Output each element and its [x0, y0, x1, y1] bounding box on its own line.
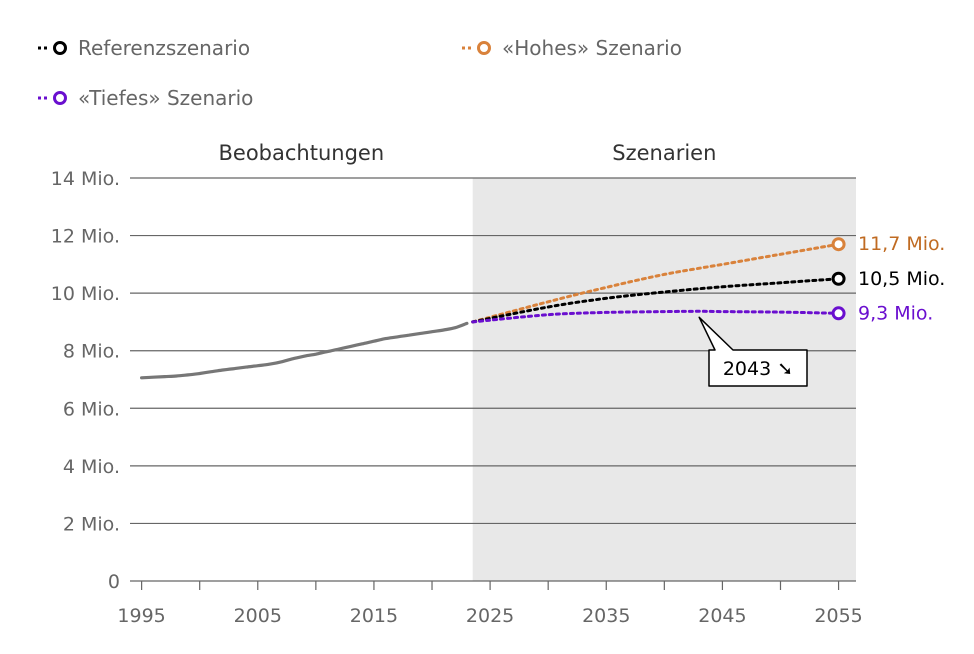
x-tick-label: 1995 [117, 605, 165, 627]
legend-item: Referenzszenario [38, 36, 250, 60]
x-tick-label: 2045 [698, 605, 746, 627]
scenario-line [471, 277, 841, 324]
legend-item: «Tiefes» Szenario [38, 86, 253, 110]
y-tick-label: 2 Mio. [63, 513, 120, 535]
scenario-line [471, 309, 841, 324]
y-tick-label: 4 Mio. [63, 456, 120, 478]
region-label: Beobachtungen [219, 141, 385, 165]
end-value-label: 9,3 Mio. [858, 302, 933, 324]
y-tick-label: 10 Mio. [51, 283, 120, 305]
legend-swatch-marker [477, 41, 491, 55]
scenario-line [471, 242, 841, 324]
end-value-label: 11,7 Mio. [858, 233, 945, 255]
region-label: Szenarien [612, 141, 716, 165]
legend-label: «Hohes» Szenario [502, 36, 682, 60]
x-tick-label: 2035 [582, 605, 630, 627]
x-tick-label: 2025 [466, 605, 514, 627]
x-tick-label: 2055 [814, 605, 862, 627]
end-marker [831, 237, 846, 252]
x-tick-label: 2005 [234, 605, 282, 627]
legend-swatch-marker [53, 91, 67, 105]
legend-label: «Tiefes» Szenario [78, 86, 253, 110]
callout-box [698, 316, 808, 387]
observed-line [140, 321, 469, 380]
y-tick-label: 12 Mio. [51, 226, 120, 248]
y-tick-label: 14 Mio. [51, 168, 120, 190]
legend-label: Referenzszenario [78, 36, 250, 60]
end-marker [831, 271, 846, 286]
y-tick-label: 8 Mio. [63, 341, 120, 363]
y-tick-label: 0 [108, 571, 120, 593]
end-value-label: 10,5 Mio. [858, 268, 945, 290]
end-marker [831, 306, 846, 321]
legend-item: «Hohes» Szenario [462, 36, 682, 60]
peak-callout: 2043 ➘ [698, 316, 808, 387]
legend-swatch-marker [53, 41, 67, 55]
y-tick-label: 6 Mio. [63, 398, 120, 420]
x-tick-label: 2015 [350, 605, 398, 627]
callout-text: 2043 ➘ [723, 358, 793, 380]
